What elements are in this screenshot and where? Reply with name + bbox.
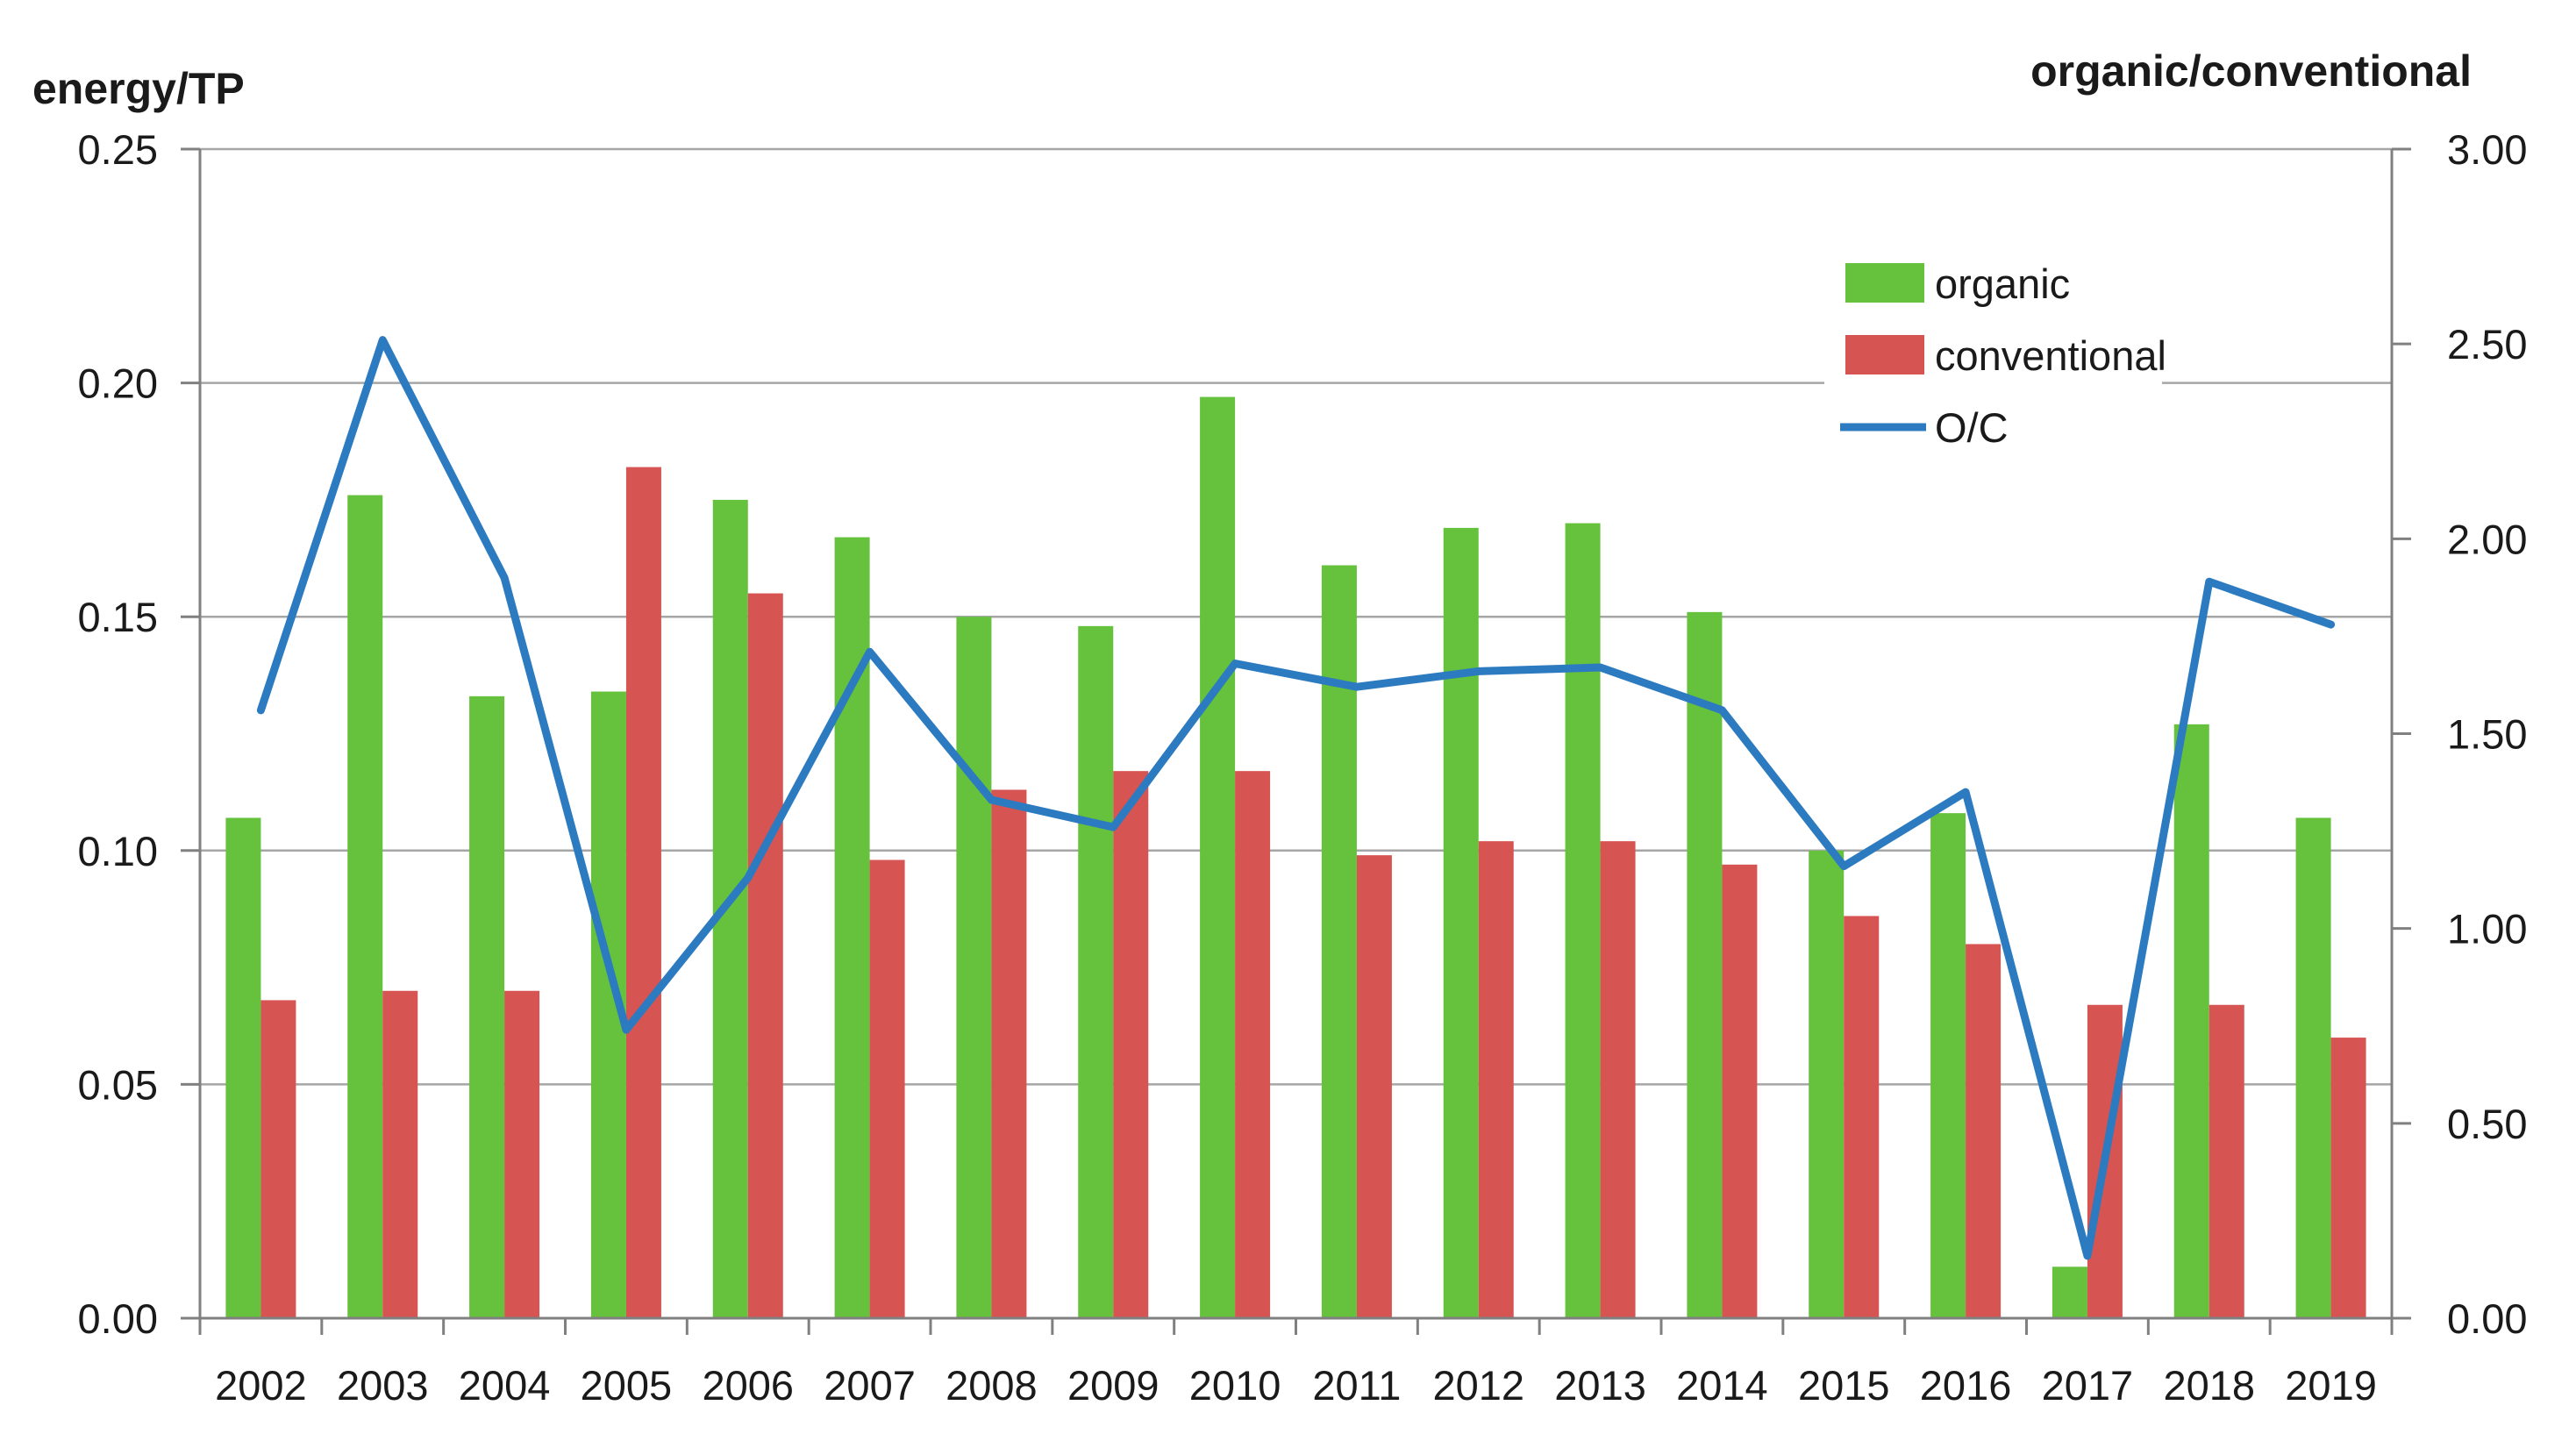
axis-layer: [181, 147, 2411, 1335]
bar-organic-2018: [2173, 724, 2209, 1318]
x-axis-label-2003: 2003: [337, 1362, 429, 1409]
bar-organic-2017: [2052, 1266, 2087, 1318]
legend-label-organic: organic: [1935, 260, 2070, 307]
x-axis-label-2008: 2008: [945, 1362, 1038, 1409]
bar-organic-2002: [225, 817, 261, 1318]
bar-conventional-2005: [625, 467, 661, 1318]
x-axis-label-2014: 2014: [1676, 1362, 1768, 1409]
x-axis-label-2010: 2010: [1189, 1362, 1281, 1409]
left-axis-label-0.10: 0.10: [78, 828, 158, 874]
bar-organic-2012: [1443, 527, 1479, 1318]
bar-organic-2004: [469, 695, 505, 1318]
line-series-layer: [256, 336, 2336, 1260]
x-axis-label-2017: 2017: [2042, 1362, 2134, 1409]
bar-organic-2008: [956, 617, 992, 1318]
bar-conventional-2014: [1722, 864, 1758, 1318]
right-axis-label-2.00: 2.00: [2447, 516, 2527, 562]
bar-conventional-2016: [1966, 944, 2002, 1318]
line-series-O/C: [256, 336, 2336, 1260]
left-axis-label-0.20: 0.20: [78, 360, 158, 407]
x-axis-label-2007: 2007: [824, 1362, 916, 1409]
right-axis-label-0.50: 0.50: [2447, 1101, 2527, 1147]
bar-organic-2014: [1687, 611, 1723, 1318]
right-axis-label-1.50: 1.50: [2447, 711, 2527, 758]
bar-organic-2013: [1565, 523, 1601, 1318]
right-axis-label-0.00: 0.00: [2447, 1295, 2527, 1342]
bar-conventional-2015: [1844, 916, 1880, 1318]
x-axis-label-2002: 2002: [215, 1362, 307, 1409]
legend-label-conventional: conventional: [1935, 332, 2166, 379]
bar-organic-2009: [1078, 625, 1114, 1318]
bar-conventional-2011: [1356, 855, 1392, 1318]
bar-organic-2003: [347, 495, 383, 1318]
bar-organic-2015: [1809, 850, 1845, 1318]
left-axis-label-0.00: 0.00: [78, 1295, 158, 1342]
bar-conventional-2002: [260, 1000, 296, 1318]
x-axis-label-2012: 2012: [1432, 1362, 1524, 1409]
x-axis-label-2009: 2009: [1067, 1362, 1160, 1409]
bar-layer: [225, 396, 2366, 1319]
bar-conventional-2013: [1600, 841, 1636, 1318]
bar-organic-2010: [1200, 396, 1236, 1319]
legend-swatch-conventional: [1845, 335, 1924, 374]
bar-conventional-2018: [2209, 1004, 2244, 1318]
x-axis-label-2015: 2015: [1798, 1362, 1890, 1409]
x-axis-label-2019: 2019: [2285, 1362, 2377, 1409]
x-axis-label-2018: 2018: [2163, 1362, 2255, 1409]
bar-conventional-2019: [2330, 1038, 2366, 1318]
left-axis-label-0.15: 0.15: [78, 594, 158, 640]
x-axis-label-2016: 2016: [1920, 1362, 2012, 1409]
legend-label-oc: O/C: [1935, 404, 2009, 451]
x-axis-label-2013: 2013: [1554, 1362, 1646, 1409]
bar-conventional-2006: [747, 593, 783, 1318]
left-axis-label-0.05: 0.05: [78, 1061, 158, 1108]
bar-organic-2011: [1321, 565, 1357, 1318]
bar-conventional-2008: [991, 789, 1027, 1318]
bar-conventional-2009: [1113, 771, 1149, 1318]
x-axis-label-2004: 2004: [459, 1362, 551, 1409]
bar-organic-2016: [1930, 813, 1966, 1318]
bar-organic-2019: [2295, 817, 2331, 1318]
bar-conventional-2012: [1478, 841, 1514, 1318]
right-axis-label-1.00: 1.00: [2447, 906, 2527, 952]
right-axis-label-2.50: 2.50: [2447, 321, 2527, 367]
left-axis-title: energy/TP: [32, 64, 245, 113]
legend: organic conventional O/C: [1824, 233, 2166, 472]
bar-conventional-2003: [382, 990, 418, 1318]
x-axis-label-2006: 2006: [702, 1362, 794, 1409]
bar-conventional-2010: [1235, 771, 1271, 1318]
legend-swatch-organic: [1845, 263, 1924, 303]
bar-conventional-2004: [504, 990, 540, 1318]
left-axis-label-0.25: 0.25: [78, 126, 158, 173]
x-axis-label-2005: 2005: [581, 1362, 673, 1409]
x-axis-label-2011: 2011: [1312, 1362, 1401, 1409]
bar-conventional-2007: [869, 860, 905, 1318]
right-axis-label-3.00: 3.00: [2447, 126, 2527, 173]
right-axis-title: organic/conventional: [2030, 46, 2472, 96]
tick-label-layer: 0.00 0.05 0.10 0.15 0.20 0.25 0.00 0.50 1.00 1.50…: [78, 126, 2528, 1409]
